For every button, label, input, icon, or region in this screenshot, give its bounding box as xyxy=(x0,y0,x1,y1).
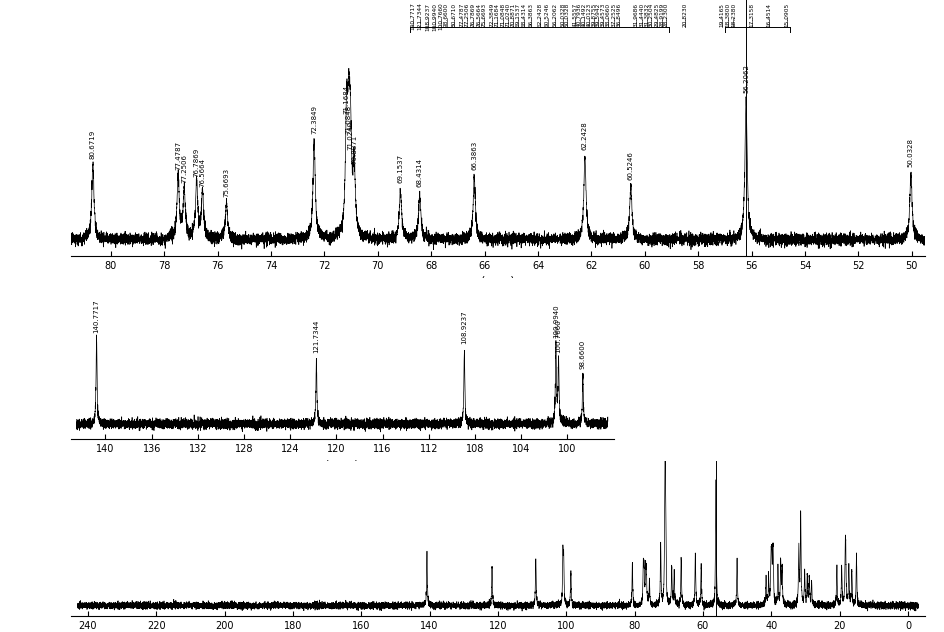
Text: 98.6600: 98.6600 xyxy=(444,3,449,27)
Text: 100.7660: 100.7660 xyxy=(438,3,444,30)
Text: 69.1537: 69.1537 xyxy=(515,3,521,27)
Text: 71.1684: 71.1684 xyxy=(344,85,349,114)
Text: 62.2428: 62.2428 xyxy=(537,3,543,27)
Text: 31.4440: 31.4440 xyxy=(639,3,645,27)
Text: 71.1684: 71.1684 xyxy=(495,3,500,27)
Text: 60.5246: 60.5246 xyxy=(628,151,633,180)
Text: 36.8496: 36.8496 xyxy=(616,3,622,27)
Text: 80.6719: 80.6719 xyxy=(90,130,96,159)
Text: 80.6710: 80.6710 xyxy=(451,3,457,27)
Text: 71.0240: 71.0240 xyxy=(347,121,353,150)
Text: 39.8755: 39.8755 xyxy=(591,3,597,27)
Text: 76.7869: 76.7869 xyxy=(194,148,199,177)
Text: 62.2428: 62.2428 xyxy=(582,122,588,150)
Text: 76.5664: 76.5664 xyxy=(199,158,206,186)
Text: 121.7344: 121.7344 xyxy=(313,320,319,353)
Text: 41.5557: 41.5557 xyxy=(572,3,578,27)
Text: 39.5942: 39.5942 xyxy=(596,3,601,27)
Text: 76.5664: 76.5664 xyxy=(476,3,481,27)
Text: 71.0848: 71.0848 xyxy=(346,105,352,134)
Text: 31.3832: 31.3832 xyxy=(644,3,649,27)
Text: 77.2506: 77.2506 xyxy=(464,3,470,27)
Text: 39.4573: 39.4573 xyxy=(600,3,606,27)
Text: 68.4314: 68.4314 xyxy=(416,158,423,186)
Text: 56.2062: 56.2062 xyxy=(552,3,558,27)
Text: 71.0240: 71.0240 xyxy=(505,3,511,27)
Text: 20.8230: 20.8230 xyxy=(683,3,688,27)
Text: 28.2300: 28.2300 xyxy=(664,3,669,27)
Text: 40.7936: 40.7936 xyxy=(577,3,582,27)
Text: 17.3158: 17.3158 xyxy=(750,3,755,27)
X-axis label: (ppm): (ppm) xyxy=(326,459,359,470)
Text: 50.0328: 50.0328 xyxy=(908,138,914,167)
Text: 77.4787: 77.4787 xyxy=(459,3,464,27)
Text: 56.2062: 56.2062 xyxy=(743,64,750,93)
Text: 100.7660: 100.7660 xyxy=(556,320,562,353)
Text: 76.7869: 76.7869 xyxy=(470,3,476,27)
Text: 72.3849: 72.3849 xyxy=(312,105,317,134)
X-axis label: (ppm): (ppm) xyxy=(481,276,514,286)
Text: 108.9237: 108.9237 xyxy=(462,310,467,344)
Text: 18.2380: 18.2380 xyxy=(731,3,736,27)
Text: 72.3849: 72.3849 xyxy=(489,3,495,27)
Text: 77.4787: 77.4787 xyxy=(176,141,181,170)
Text: 100.9940: 100.9940 xyxy=(553,305,559,338)
Text: 50.0328: 50.0328 xyxy=(560,3,565,27)
Text: 38.0660: 38.0660 xyxy=(605,3,611,27)
Text: 108.9237: 108.9237 xyxy=(425,3,430,30)
Text: 66.3863: 66.3863 xyxy=(529,3,534,27)
Text: 15.0905: 15.0905 xyxy=(784,3,790,27)
Text: 30.2504: 30.2504 xyxy=(649,3,654,27)
Text: 140.7717: 140.7717 xyxy=(93,300,99,333)
Text: 66.3863: 66.3863 xyxy=(471,141,478,170)
Text: 29.4825: 29.4825 xyxy=(654,3,660,27)
Text: 37.2525: 37.2525 xyxy=(611,3,616,27)
Text: 98.6600: 98.6600 xyxy=(580,339,586,368)
Text: 71.0848: 71.0848 xyxy=(500,3,506,27)
Text: 140.7717: 140.7717 xyxy=(410,3,415,30)
Text: 40.0123: 40.0123 xyxy=(586,3,592,27)
Text: 18.3800: 18.3800 xyxy=(725,3,731,27)
Text: 121.7344: 121.7344 xyxy=(417,3,423,30)
Text: 75.6693: 75.6693 xyxy=(481,3,487,27)
Text: 100.9940: 100.9940 xyxy=(432,3,438,30)
Text: 77.2506: 77.2506 xyxy=(181,154,187,183)
Text: 70.8871: 70.8871 xyxy=(510,3,515,27)
Text: 50.0328: 50.0328 xyxy=(565,3,570,27)
Text: 69.1537: 69.1537 xyxy=(397,154,403,183)
Text: 60.5246: 60.5246 xyxy=(545,3,550,27)
Text: 28.9199: 28.9199 xyxy=(659,3,665,27)
Text: 75.6693: 75.6693 xyxy=(224,167,229,197)
Text: 70.8871: 70.8871 xyxy=(351,135,357,164)
Text: 16.4514: 16.4514 xyxy=(767,3,772,27)
Text: 19.4165: 19.4165 xyxy=(719,3,725,27)
Text: 68.4314: 68.4314 xyxy=(521,3,527,27)
Text: 31.9686: 31.9686 xyxy=(633,3,639,27)
Text: 40.1492: 40.1492 xyxy=(582,3,587,27)
